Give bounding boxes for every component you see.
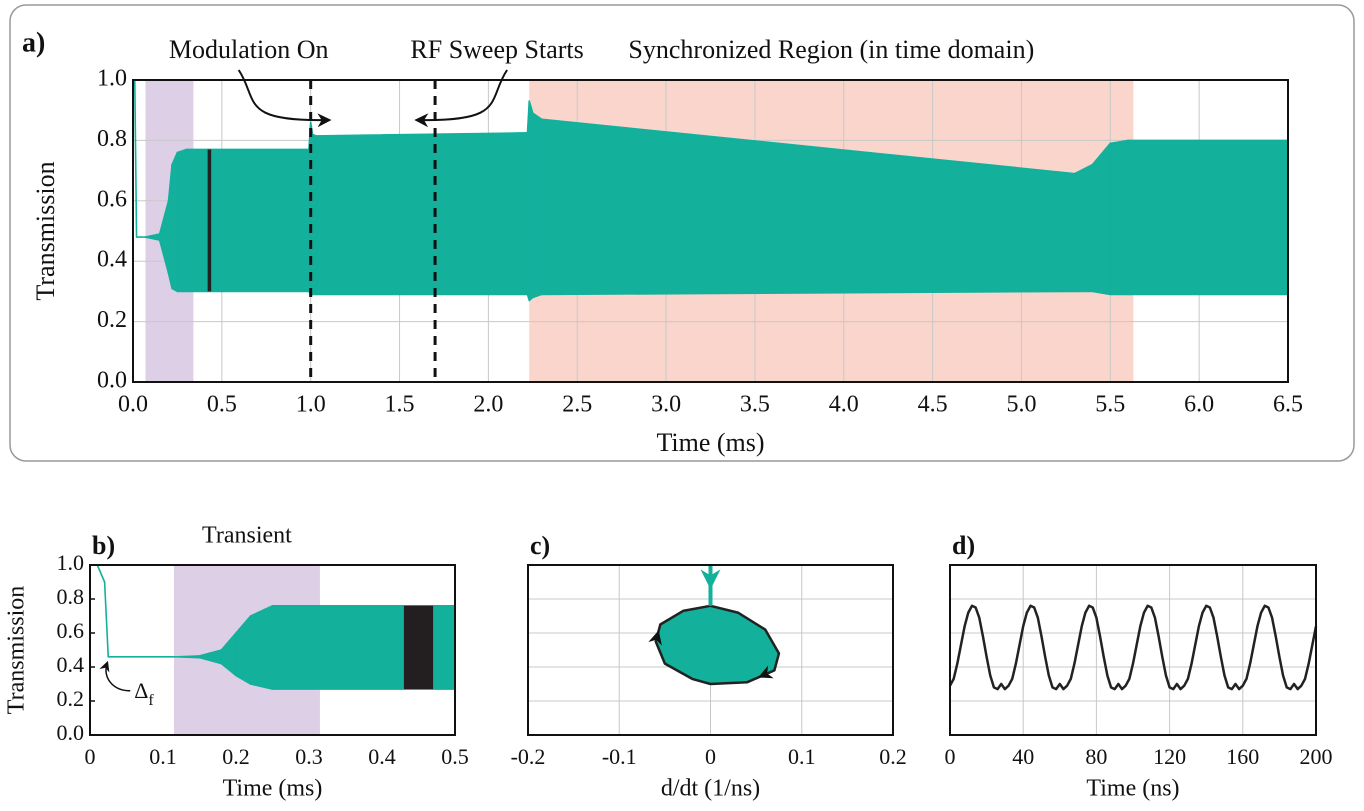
plot-frame [949,564,1317,736]
event-label: RF Sweep Starts [410,35,583,64]
x-tick-label: 6.5 [1273,392,1303,418]
waveform [948,604,1318,691]
x-tick-label: 160 [1226,744,1259,769]
x-tick-label: 1.5 [385,392,415,418]
x-tick-label: -0.2 [511,744,546,769]
x-tick-label: 3.5 [740,392,770,418]
x-tick-label: 0.1 [788,744,816,769]
x-tick-label: 0.5 [441,744,469,769]
annotation-arrow [99,660,131,692]
phase-curve [654,604,781,686]
panel-label: c) [530,531,550,560]
panel-label: b) [92,531,115,560]
flow-arrow [758,665,775,679]
x-tick-label: 5.5 [1095,392,1125,418]
envelope-segment [532,112,543,299]
x-axis-label: Time (ms) [223,776,323,802]
plot-area [950,565,1316,735]
x-tick-label: 200 [1300,744,1333,769]
zoom-window [403,605,434,690]
envelope-segment [315,132,529,296]
panel-label: d) [952,531,975,560]
y-tick-label: 0.8 [57,584,85,609]
x-tick-label: 5.0 [1006,392,1036,418]
y-tick-label: 0.6 [57,618,85,643]
x-tick-label: 0.2 [222,744,250,769]
x-tick-label: 0 [945,744,956,769]
plot-frame [132,79,1289,383]
y-tick-label: 0.0 [97,368,127,394]
x-tick-label: 0.1 [149,744,177,769]
y-tick-label: 0.4 [97,247,127,273]
x-axis-label: d/dt (1/ns) [661,776,760,802]
plot-frame [527,564,894,736]
x-tick-label: 6.0 [1184,392,1214,418]
x-tick-label: 0.2 [879,744,907,769]
region-label: Transient [202,523,292,549]
envelope-segment [176,148,188,293]
annotation-symbol: Δ [134,678,148,703]
panel-label: a) [22,27,45,58]
y-tick-label: 1.0 [57,550,85,575]
x-tick-label: 4.0 [829,392,859,418]
x-tick-label: 0 [705,744,716,769]
y-tick-label: 0.2 [97,307,127,333]
envelope-segment [249,604,274,690]
x-tick-label: 0.4 [368,744,396,769]
y-tick-label: 1.0 [97,66,127,92]
x-tick-label: 2.0 [473,392,503,418]
zoom-window [207,149,212,292]
x-tick-label: 4.5 [918,392,948,418]
x-tick-label: 0.0 [118,392,148,418]
envelope-segment [1109,139,1129,296]
envelope-segment [176,655,201,659]
envelope-segment [185,148,310,293]
region-label: Synchronized Region (in time domain) [628,35,1034,64]
x-tick-label: 0 [85,744,96,769]
x-tick-label: 40 [1012,744,1034,769]
x-tick-label: 0.5 [207,392,237,418]
envelope-segment [1073,163,1094,293]
event-label: Modulation On [169,35,329,64]
y-tick-label: 0.4 [57,652,85,677]
y-tick-label: 0.8 [97,126,127,152]
x-axis-label: Time (ns) [1086,776,1179,802]
y-tick-label: 0.0 [57,720,85,745]
panel-border [9,4,1355,462]
y-tick-label: 0.6 [97,186,127,212]
envelope-segment [1091,142,1112,296]
x-axis-label: Time (ms) [656,428,764,457]
y-axis-label: Transmission [4,586,30,714]
x-tick-label: 0.3 [295,744,323,769]
plot-frame [89,564,456,736]
flow-arrow [648,630,662,646]
y-tick-label: 0.2 [57,686,85,711]
x-tick-label: -0.1 [602,744,637,769]
x-tick-label: 2.5 [562,392,592,418]
y-axis-label: Transmission [31,161,60,300]
envelope-segment [1127,139,1289,296]
x-tick-label: 120 [1153,744,1186,769]
x-tick-label: 80 [1085,744,1107,769]
annotation-subscript: f [148,691,154,708]
x-tick-label: 1.0 [296,392,326,418]
x-tick-label: 3.0 [651,392,681,418]
annotation-label: Δf [134,678,154,709]
